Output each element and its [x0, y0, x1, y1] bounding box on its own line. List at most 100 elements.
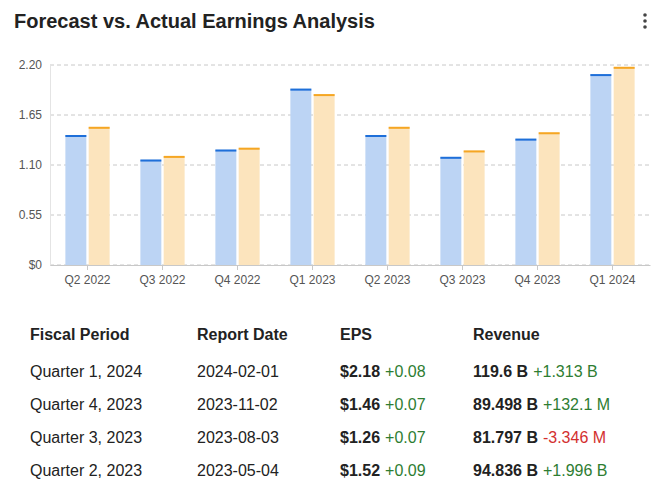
bar-top	[239, 148, 260, 150]
grid-line	[50, 215, 650, 216]
x-tick-label: Q4 2022	[214, 273, 260, 287]
bar	[365, 135, 386, 265]
y-tick-label: 0.55	[19, 208, 43, 222]
bar-top	[89, 127, 110, 129]
bar-top	[539, 132, 560, 134]
table: Fiscal Period Report Date EPS Revenue Quarte…	[30, 326, 610, 479]
table-cell: Quarter 4, 2023	[30, 396, 142, 413]
bar-top	[590, 74, 611, 76]
table-cell: 94.836 B	[473, 462, 538, 479]
table-cell: +0.07	[385, 429, 426, 446]
bar	[290, 89, 311, 265]
table-cell: $1.26	[340, 429, 380, 446]
x-tick-mark	[87, 265, 88, 270]
table-header: Report Date	[197, 326, 288, 343]
bar	[215, 150, 236, 265]
x-tick-mark	[537, 265, 538, 270]
bar	[590, 74, 611, 265]
menu-dot	[643, 25, 647, 29]
y-tick-label: 1.65	[19, 108, 43, 122]
y-tick: 1.10	[19, 158, 50, 172]
y-tick-label: 1.10	[19, 158, 43, 172]
x-tick-label: Q3 2023	[439, 273, 485, 287]
table-cell: 81.797 B	[473, 429, 538, 446]
menu-dot	[643, 13, 647, 17]
y-tick: 2.20	[19, 58, 50, 72]
bar-top	[440, 157, 461, 159]
table-cell: $1.52	[340, 462, 380, 479]
y-tick: 1.65	[19, 108, 50, 122]
x-tick: Q2 2023	[364, 265, 410, 287]
table-cell: +0.08	[385, 363, 426, 380]
x-tick: Q4 2023	[514, 265, 560, 287]
bar-top	[314, 94, 335, 96]
grid-line	[50, 65, 650, 66]
y-tick: $0	[29, 258, 50, 272]
bar	[314, 94, 335, 265]
y-tick-label: 2.20	[19, 58, 43, 72]
bar	[164, 156, 185, 265]
bar-series	[65, 74, 611, 265]
table-cell: 2023-05-04	[197, 462, 279, 479]
bar-series	[89, 67, 635, 265]
y-axis: $0 0.55 1.10 1.65 2.20	[19, 58, 51, 272]
table-cell: +132.1 M	[543, 396, 610, 413]
bar	[65, 135, 86, 265]
table-cell: 2023-08-03	[197, 429, 279, 446]
x-tick-label: Q1 2023	[289, 273, 335, 287]
bar-top	[140, 160, 161, 162]
x-tick: Q1 2024	[589, 265, 635, 287]
bar	[614, 67, 635, 265]
y-tick-label: $0	[29, 258, 43, 272]
bar-top	[389, 127, 410, 129]
table-cell: +1.313 B	[533, 363, 598, 380]
bar-top	[65, 135, 86, 137]
bar-top	[614, 67, 635, 69]
x-tick-mark	[612, 265, 613, 270]
table-cell: 2023-11-02	[197, 396, 278, 413]
x-axis: Q2 2022 Q3 2022 Q4 2022 Q1 2023 Q2 2023 Q3 20…	[51, 265, 651, 287]
bar	[515, 139, 536, 265]
table-cell: +0.09	[385, 462, 426, 479]
x-tick-label: Q2 2022	[64, 273, 110, 287]
bar-top	[365, 135, 386, 137]
bar-top	[215, 150, 236, 152]
x-tick-mark	[162, 265, 163, 270]
bar	[140, 160, 161, 265]
table-cell: Quarter 1, 2024	[30, 363, 142, 380]
table-cell: +0.07	[385, 396, 426, 413]
table-header: Fiscal Period	[30, 326, 130, 343]
bar	[464, 150, 485, 265]
bars	[65, 67, 634, 265]
table-cell: 119.6 B	[473, 363, 528, 380]
table-cell: Quarter 2, 2023	[30, 462, 142, 479]
x-tick: Q3 2023	[439, 265, 485, 287]
table-cell: +1.996 B	[543, 462, 608, 479]
x-tick: Q3 2022	[139, 265, 185, 287]
table-cell: 89.498 B	[473, 396, 538, 413]
bar	[440, 157, 461, 265]
grid-line	[50, 265, 650, 266]
x-tick: Q2 2022	[64, 265, 110, 287]
grid-line	[50, 165, 650, 166]
table-cell: $2.18	[340, 363, 380, 380]
bar-top	[515, 139, 536, 141]
grid	[50, 65, 650, 265]
x-tick-mark	[312, 265, 313, 270]
x-tick-label: Q1 2024	[589, 273, 635, 287]
menu-icon[interactable]	[643, 13, 647, 29]
x-axis-line	[51, 265, 651, 266]
bar	[389, 127, 410, 265]
y-tick: 0.55	[19, 208, 50, 222]
bar-top	[164, 156, 185, 158]
y-axis-line	[50, 66, 51, 266]
x-tick-label: Q4 2023	[514, 273, 560, 287]
title: Forecast vs. Actual Earnings Analysis	[14, 10, 375, 32]
menu-dot	[643, 19, 647, 23]
x-tick: Q1 2023	[289, 265, 335, 287]
bar-top	[290, 89, 311, 91]
table-cell: Quarter 3, 2023	[30, 429, 142, 446]
table-header: EPS	[340, 326, 372, 343]
x-tick-mark	[462, 265, 463, 270]
table-header: Revenue	[473, 326, 540, 343]
